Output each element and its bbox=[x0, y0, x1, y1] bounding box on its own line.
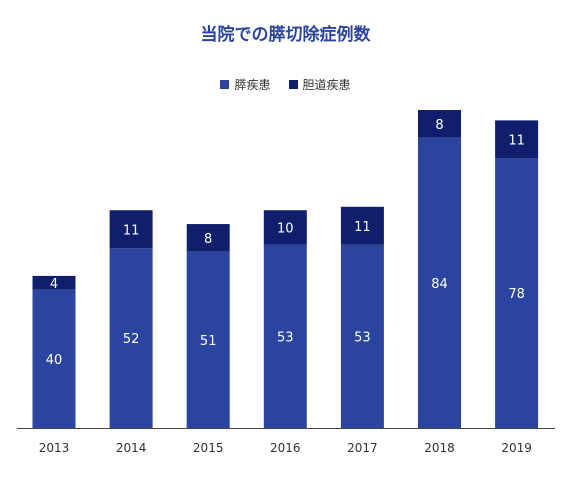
legend-swatch-pancreas bbox=[220, 80, 230, 89]
bar-2018-series-0 bbox=[418, 137, 461, 429]
x-tick-label-2018: 2018 bbox=[424, 441, 455, 455]
bar-label-2014-series-1: 11 bbox=[123, 223, 140, 238]
bar-2016-series-1 bbox=[263, 210, 307, 245]
bar-label-2013-series-0: 40 bbox=[46, 353, 63, 368]
bar-label-2016-series-0: 53 bbox=[277, 330, 294, 345]
x-tick-label-2013: 2013 bbox=[39, 441, 70, 455]
bar-2018-series-1 bbox=[418, 110, 461, 138]
x-tick-label-2016: 2016 bbox=[270, 441, 301, 455]
bar-label-2015-series-0: 51 bbox=[200, 334, 217, 349]
bar-2014-series-1 bbox=[109, 210, 153, 249]
bar-label-2015-series-1: 8 bbox=[204, 232, 212, 247]
bar-2016-series-0 bbox=[263, 244, 307, 428]
bar-label-2019-series-0: 78 bbox=[508, 287, 525, 302]
bar-2013-series-0 bbox=[32, 289, 76, 428]
bar-label-2019-series-1: 11 bbox=[508, 133, 525, 148]
x-tick-label-2017: 2017 bbox=[347, 441, 378, 455]
bar-2017-series-0 bbox=[340, 244, 384, 428]
legend-swatch-biliary bbox=[288, 80, 298, 89]
bar-label-2014-series-0: 52 bbox=[123, 332, 140, 347]
bar-label-2018-series-0: 84 bbox=[431, 277, 448, 292]
bar-2015-series-0 bbox=[186, 251, 230, 428]
legend-label-biliary: 胆道疾患 bbox=[302, 78, 351, 92]
legend-label-pancreas: 膵疾患 bbox=[234, 78, 271, 92]
bar-label-2017-series-1: 11 bbox=[354, 220, 371, 235]
bar-2019-series-1 bbox=[495, 120, 539, 159]
x-tick-label-2019: 2019 bbox=[501, 441, 532, 455]
bar-label-2013-series-1: 4 bbox=[50, 277, 58, 292]
bar-label-2018-series-1: 8 bbox=[435, 118, 443, 133]
bar-2013-series-1 bbox=[32, 275, 76, 290]
legend-item-biliary: 胆道疾患 bbox=[288, 76, 351, 93]
bar-label-2017-series-0: 53 bbox=[354, 330, 371, 345]
legend-item-pancreas: 膵疾患 bbox=[220, 76, 271, 93]
bar-2015-series-1 bbox=[186, 224, 230, 252]
x-tick-label-2015: 2015 bbox=[193, 441, 224, 455]
bar-2017-series-1 bbox=[340, 206, 384, 245]
legend: 膵疾患 胆道疾患 bbox=[0, 76, 571, 93]
bar-label-2016-series-1: 10 bbox=[277, 222, 294, 237]
bar-2019-series-0 bbox=[495, 158, 539, 429]
bar-2014-series-0 bbox=[109, 248, 153, 428]
x-tick-label-2014: 2014 bbox=[116, 441, 147, 455]
chart-title: 当院での膵切除症例数 bbox=[200, 25, 371, 45]
